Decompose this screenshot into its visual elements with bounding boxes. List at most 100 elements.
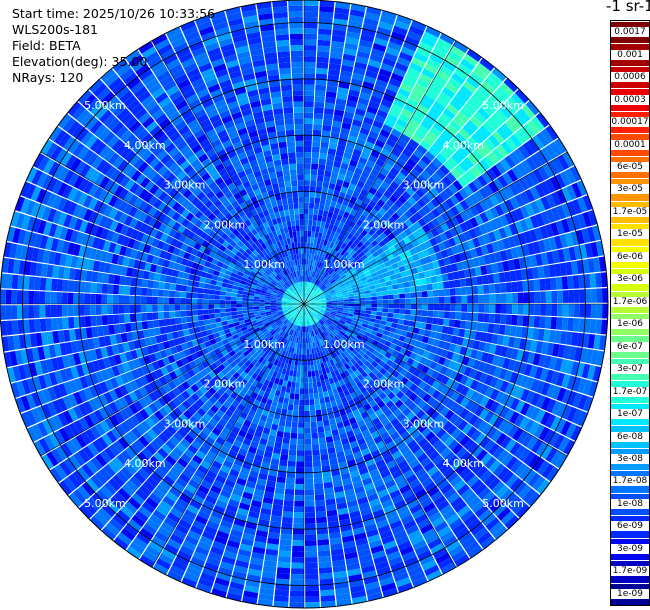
ray-bin (191, 292, 198, 299)
ray-bin (76, 467, 90, 482)
ray-bin (103, 404, 114, 417)
ray-bin (307, 230, 312, 237)
ray-bin (289, 590, 304, 597)
ray-bin (248, 409, 256, 418)
ray-bin (466, 475, 480, 488)
ray-bin (489, 521, 504, 536)
ray-bin (168, 297, 175, 304)
ray-bin (299, 304, 304, 308)
ray-bin (161, 443, 173, 455)
ray-bin (337, 332, 344, 338)
ray-bin (158, 553, 174, 565)
ray-bin (340, 472, 351, 481)
ray-bin (430, 79, 445, 91)
ray-bin (428, 435, 440, 446)
ray-bin (311, 325, 315, 331)
ray-bin (417, 227, 426, 236)
ray-bin (471, 500, 485, 514)
ray-bin (185, 354, 194, 363)
ray-bin (310, 277, 314, 283)
ray-bin (386, 551, 401, 561)
ray-bin (263, 330, 269, 336)
ray-bin (352, 286, 359, 291)
ray-bin (305, 287, 308, 293)
ray-bin (264, 332, 271, 338)
ray-bin (522, 123, 536, 138)
ray-bin (293, 517, 304, 524)
ray-bin (266, 334, 273, 340)
ray-bin (431, 172, 442, 183)
ray-bin (266, 325, 273, 331)
ray-bin (350, 235, 357, 243)
ray-bin (266, 398, 273, 406)
ray-bin (332, 264, 338, 271)
ray-bin (355, 352, 363, 360)
ray-bin (537, 266, 545, 279)
ray-bin (356, 321, 363, 326)
ray-bin (519, 219, 529, 232)
ray-bin (315, 505, 326, 512)
ray-bin (273, 315, 279, 320)
ray-bin (377, 342, 385, 349)
ray-bin (557, 344, 566, 358)
ray-bin (453, 479, 466, 492)
ray-bin (414, 129, 426, 140)
ray-bin (270, 337, 276, 344)
ray-bin (467, 518, 482, 532)
ray-bin (264, 367, 271, 375)
ray-bin (320, 325, 326, 332)
ray-bin (405, 298, 411, 304)
ray-bin (532, 457, 545, 472)
ray-bin (281, 301, 288, 304)
ray-bin (85, 478, 100, 493)
ray-bin (164, 543, 179, 555)
ray-bin (204, 373, 213, 382)
ray-bin (208, 515, 222, 525)
ray-bin (181, 514, 195, 525)
ray-bin (299, 320, 302, 327)
ray-bin (556, 189, 567, 205)
ray-bin (386, 185, 396, 195)
ray-bin (304, 253, 307, 260)
ray-bin (326, 247, 332, 254)
ray-bin (446, 388, 456, 399)
ray-bin (273, 498, 284, 506)
ray-bin (292, 311, 297, 317)
ray-bin (260, 582, 275, 590)
ray-bin (347, 94, 359, 103)
ray-bin (300, 332, 303, 338)
ray-bin (329, 314, 336, 318)
ray-bin (289, 438, 297, 445)
ray-bin (298, 320, 301, 327)
ray-bin (331, 296, 338, 300)
ray-bin (411, 57, 426, 68)
ray-bin (457, 483, 470, 496)
ray-bin (291, 336, 296, 343)
ray-bin (157, 526, 172, 539)
ray-bin (365, 250, 373, 258)
ray-bin (510, 348, 519, 360)
ray-bin (406, 255, 415, 264)
ray-bin (315, 346, 320, 353)
ray-bin (97, 507, 112, 522)
ray-bin (371, 182, 381, 191)
ray-bin (188, 346, 196, 355)
ray-bin (155, 558, 172, 570)
ray-bin (411, 134, 423, 145)
ray-bin (442, 467, 455, 479)
ray-bin (381, 499, 394, 509)
ray-bin (62, 279, 69, 292)
ray-bin (364, 225, 372, 233)
ray-bin (243, 419, 252, 428)
ray-bin (435, 194, 445, 205)
ray-bin (354, 486, 365, 495)
ray-bin (311, 336, 315, 343)
ray-bin (361, 512, 374, 522)
ray-bin (466, 76, 481, 89)
ray-bin (518, 338, 527, 350)
ray-bin (566, 201, 577, 216)
ray-bin (439, 462, 451, 475)
ray-bin (439, 190, 450, 201)
ray-bin (378, 21, 394, 31)
ray-bin (281, 338, 287, 345)
